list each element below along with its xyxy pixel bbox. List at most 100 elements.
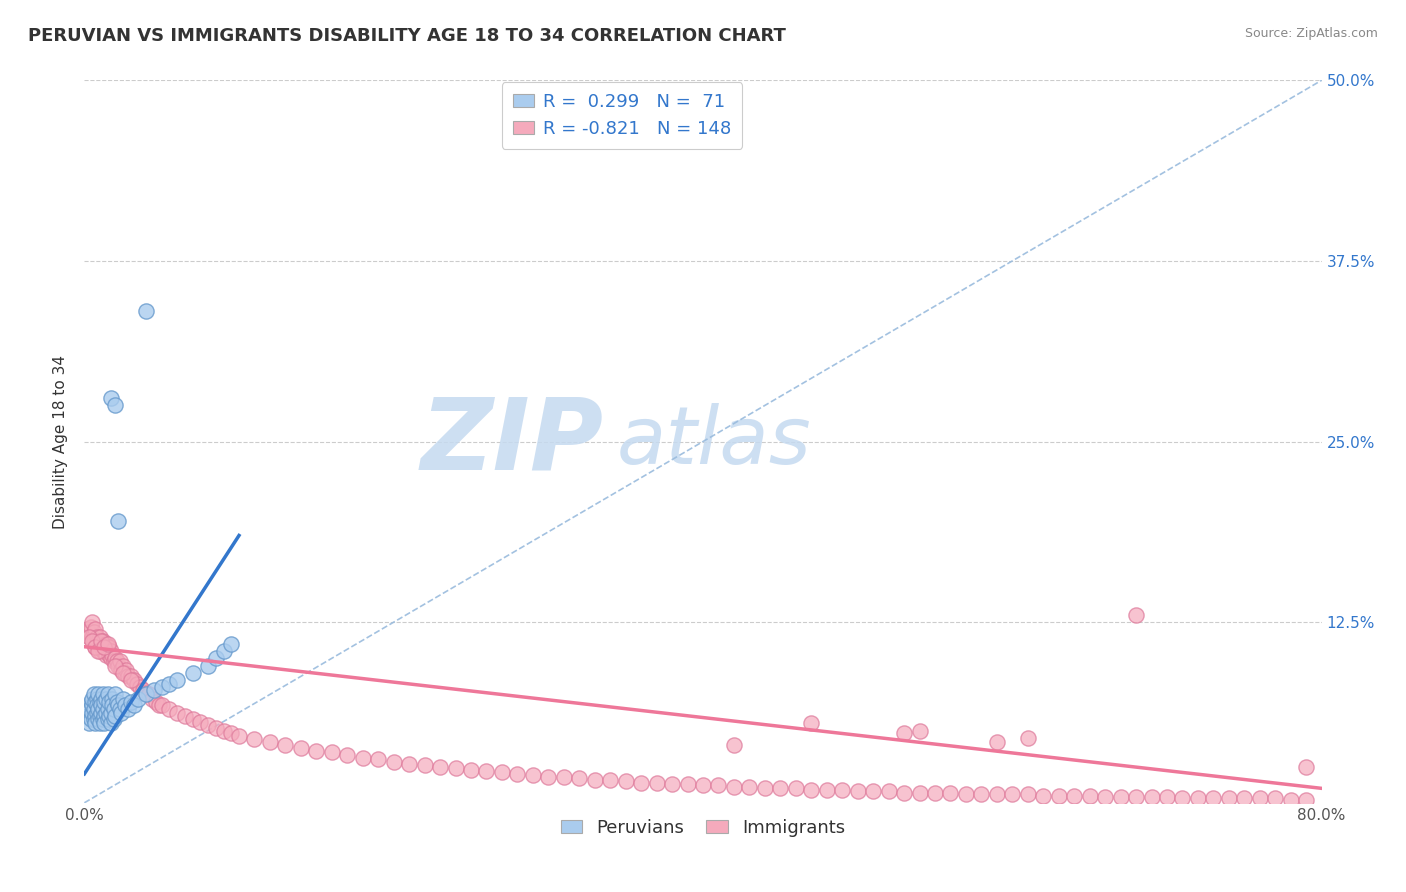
Point [120, 668, 142, 682]
Point [181, 712, 204, 726]
Point [290, 740, 312, 755]
Point [90, 691, 112, 706]
Point [1202, 791, 1225, 805]
Point [143, 683, 166, 698]
Legend: Peruvians, Immigrants: Peruvians, Immigrants [554, 812, 852, 845]
Point [127, 691, 149, 706]
Point [117, 702, 139, 716]
Point [89, 695, 111, 709]
Point [89, 630, 111, 644]
Point [707, 779, 730, 793]
Point [986, 735, 1008, 749]
Point [522, 768, 544, 782]
Point [150, 698, 173, 712]
Point [219, 637, 242, 651]
Point [89, 709, 111, 723]
Point [145, 695, 167, 709]
Point [90, 637, 112, 651]
Point [87, 702, 110, 716]
Point [986, 787, 1008, 801]
Point [122, 673, 145, 687]
Point [84, 623, 107, 637]
Point [105, 695, 128, 709]
Point [83, 712, 105, 726]
Point [117, 668, 139, 682]
Point [413, 758, 436, 772]
Point [91, 634, 114, 648]
Point [77, 625, 100, 640]
Point [1109, 790, 1132, 805]
Point [77, 716, 100, 731]
Point [90, 640, 112, 654]
Point [506, 767, 529, 781]
Point [1140, 790, 1163, 805]
Text: atlas: atlas [616, 402, 811, 481]
Point [1001, 787, 1024, 801]
Point [104, 658, 127, 673]
Point [120, 695, 142, 709]
Point [79, 712, 101, 726]
Point [367, 752, 389, 766]
Point [599, 772, 621, 787]
Point [893, 786, 915, 800]
Point [83, 687, 105, 701]
Point [110, 706, 132, 721]
Point [645, 775, 668, 789]
Point [219, 726, 242, 740]
Point [352, 751, 374, 765]
Point [831, 782, 853, 797]
Point [135, 304, 157, 318]
Point [101, 691, 124, 706]
Point [90, 706, 112, 721]
Point [429, 760, 451, 774]
Point [84, 695, 107, 709]
Point [122, 698, 145, 712]
Point [77, 702, 100, 716]
Point [104, 398, 127, 412]
Point [212, 723, 235, 738]
Point [84, 709, 107, 723]
Text: ZIP: ZIP [420, 393, 605, 490]
Point [197, 658, 219, 673]
Point [76, 709, 98, 723]
Point [82, 698, 104, 712]
Point [93, 716, 115, 731]
Point [96, 687, 118, 701]
Y-axis label: Disability Age 18 to 34: Disability Age 18 to 34 [53, 354, 69, 529]
Point [1218, 791, 1240, 805]
Point [86, 637, 108, 651]
Point [815, 782, 838, 797]
Point [89, 716, 111, 731]
Point [83, 634, 105, 648]
Point [1156, 790, 1178, 805]
Point [112, 658, 135, 673]
Point [129, 680, 152, 694]
Point [96, 637, 118, 651]
Point [94, 648, 117, 663]
Point [86, 698, 108, 712]
Point [955, 787, 977, 801]
Point [90, 634, 112, 648]
Point [1279, 793, 1302, 807]
Point [150, 680, 173, 694]
Point [91, 644, 114, 658]
Point [141, 691, 163, 706]
Point [91, 702, 114, 716]
Point [112, 665, 135, 680]
Point [800, 782, 823, 797]
Point [94, 691, 117, 706]
Point [1171, 791, 1194, 805]
Point [107, 698, 129, 712]
Point [93, 644, 115, 658]
Point [96, 712, 118, 726]
Point [908, 786, 931, 800]
Point [877, 784, 900, 798]
Point [94, 706, 117, 721]
Point [86, 706, 108, 721]
Point [100, 391, 122, 405]
Point [135, 686, 157, 700]
Point [475, 764, 498, 778]
Point [723, 780, 745, 794]
Point [1017, 787, 1039, 801]
Point [568, 771, 591, 785]
